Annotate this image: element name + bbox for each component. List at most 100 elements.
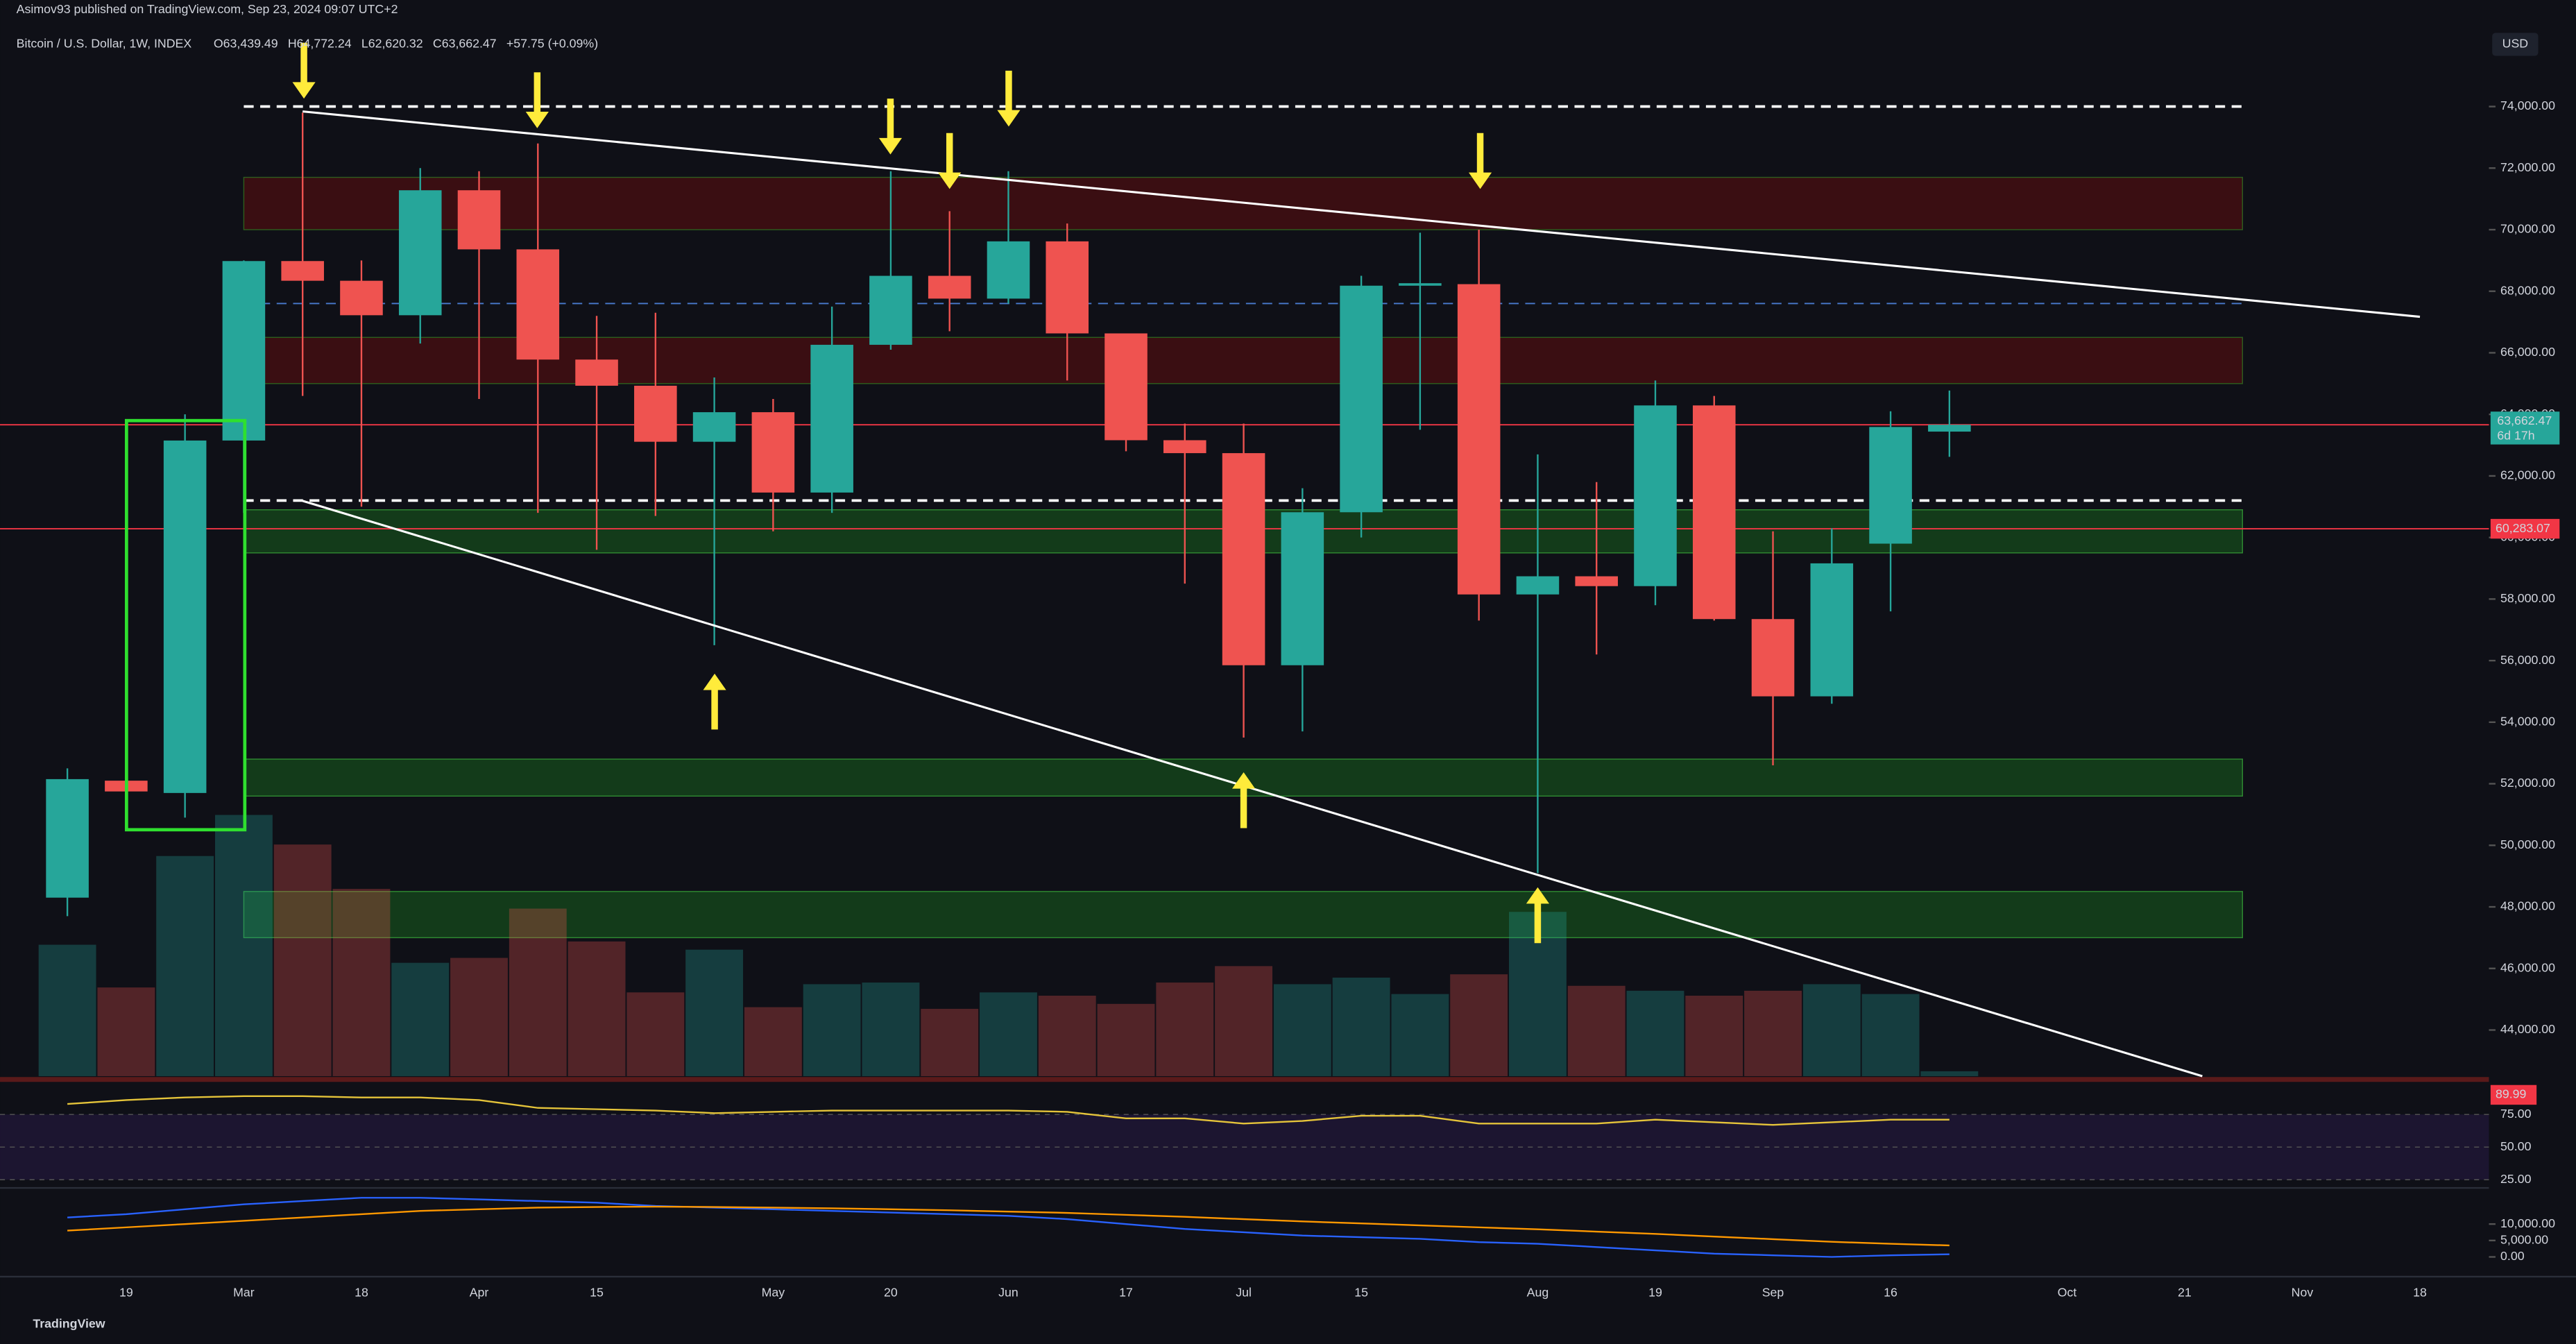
candle-body [751,412,795,493]
zone [243,176,2244,230]
x-tick-label: 21 [2178,1285,2192,1299]
y-tick-label: 48,000.00 [2500,899,2555,913]
arrow [703,673,726,730]
currency-box [2492,33,2539,56]
candle-body [1399,283,1442,286]
volume-bar [568,941,626,1077]
volume-bar [1567,985,1626,1077]
rsi-band-box [2490,1084,2537,1105]
x-tick-label: 15 [1354,1285,1368,1299]
volume-bar [273,844,332,1077]
x-tick-label: 15 [590,1285,604,1299]
macd-line [67,1197,1950,1258]
volume-bar [980,992,1037,1077]
x-tick-label: 19 [1648,1285,1662,1299]
publisher: Asimov93 published on TradingView.com, S… [17,2,398,16]
x-tick-label: Mar [233,1285,255,1299]
y-tick-label: 58,000.00 [2500,591,2555,605]
arrow [1231,772,1256,828]
candle-body [1046,241,1089,334]
volume-bar [1920,1071,1979,1077]
x-tick-label: Jul [1236,1285,1252,1299]
candle-body [810,344,853,493]
x-tick-label: 17 [1119,1285,1133,1299]
volume-bar [1391,994,1449,1077]
currency: USD [2502,37,2528,51]
y-tick-label: 66,000.00 [2500,345,2555,359]
volume-bar [1097,1003,1155,1077]
y-tick-label: 62,000.00 [2500,468,2555,482]
volume-bar [685,949,744,1077]
ohlc-value: C63,662.47 [433,37,497,51]
candle-body [1575,576,1618,586]
volume-bar [332,889,391,1077]
volume-bar [921,1008,979,1077]
y-tick-label: 70,000.00 [2500,222,2555,236]
macd-tick-label: 5,000.00 [2500,1233,2548,1247]
candle-body [1340,285,1383,513]
macd-tick-label: 0.00 [2500,1249,2525,1263]
volume-bar [1626,990,1684,1077]
macd-line [67,1205,1950,1247]
candle-body [1281,512,1324,665]
volume-bar [626,992,685,1077]
candle-body [1751,619,1795,697]
arrow [938,133,962,189]
candle-body [1163,440,1206,454]
volume-bar [1685,995,1743,1077]
x-tick-label: Nov [2292,1285,2314,1299]
volume-bar [1273,984,1331,1077]
y-tick-label: 74,000.00 [2500,99,2555,112]
x-tick-label: 18 [355,1285,368,1299]
x-tick-label: Jun [998,1285,1018,1299]
rsi-tick-label: 50.00 [2500,1139,2532,1153]
candle-body [1516,576,1560,595]
candle-body [163,440,207,793]
x-tick-label: Aug [1527,1285,1549,1299]
marker-price: 60,283.07 [2496,521,2550,535]
last-price-box [2490,411,2560,445]
ohlc-value: +57.75 (+0.09%) [506,37,598,51]
y-tick-label: 52,000.00 [2500,776,2555,790]
highlight-box [124,418,247,832]
annotations [292,42,1550,944]
candle-body [281,261,324,281]
volume-bar [38,944,96,1077]
candle-body [575,359,618,386]
rsi-line [67,1095,1950,1126]
zone [243,891,2244,939]
main-pane: 44,000.00 46,000.00 48,000.00 50,000.00 52,0… [0,99,2560,1299]
candle-body [1634,405,1677,586]
countdown: 6d 17h [2497,428,2534,442]
x-tick-label: May [762,1285,785,1299]
y-tick-label: 56,000.00 [2500,653,2555,667]
candle-body [1869,427,1912,544]
candle-body [1457,284,1501,595]
candle-body [634,385,677,442]
x-tick-label: 20 [884,1285,898,1299]
rsi-tick-label: 25.00 [2500,1172,2532,1186]
arrow [997,70,1021,127]
candle-body [692,412,736,442]
x-tick-label: Sep [1762,1285,1784,1299]
volume-bar [391,962,450,1077]
x-tick-label: 19 [119,1285,133,1299]
y-tick-label: 50,000.00 [2500,837,2555,851]
volume-bar [214,815,273,1077]
volume-bar [156,856,214,1077]
volume-bar [1038,995,1096,1077]
rsi-tick-label: 75.00 [2500,1107,2532,1121]
trendline [302,110,2421,318]
volume-bar [97,987,155,1077]
brand: TradingView [33,1316,105,1330]
ohlc-value: L62,620.32 [361,37,423,51]
ohlc-value: O63,439.49 [214,37,278,51]
x-tick-label: 18 [2413,1285,2427,1299]
candle-body [457,190,501,250]
candle-body [340,280,383,316]
arrow [1468,133,1492,189]
volume-bar [450,958,508,1077]
macd-tick-label: 10,000.00 [2500,1216,2555,1230]
